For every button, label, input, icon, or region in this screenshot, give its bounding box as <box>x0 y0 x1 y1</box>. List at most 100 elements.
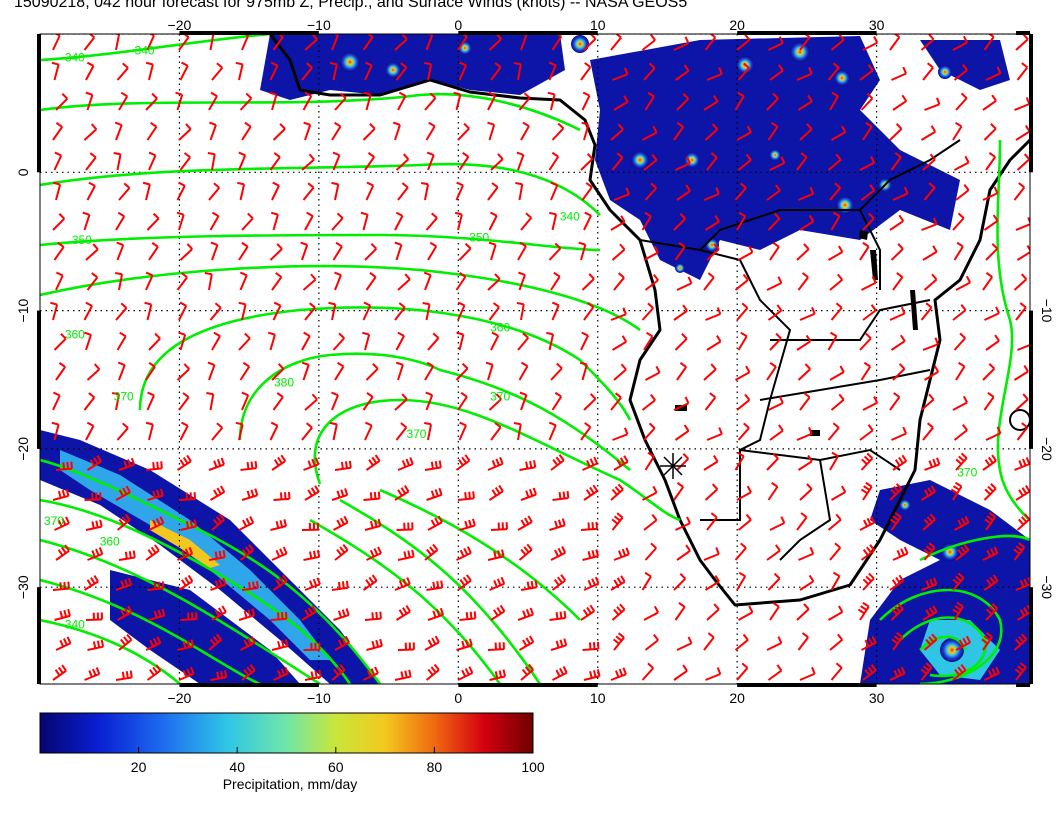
wind-barb <box>703 455 719 471</box>
wind-barb <box>550 181 559 201</box>
wind-barb <box>611 152 624 171</box>
wind-barb <box>115 485 131 501</box>
precip-cell <box>385 62 401 78</box>
contour-line <box>40 162 601 216</box>
wind-barb <box>892 186 909 201</box>
wind-barb <box>54 608 71 621</box>
wind-barb <box>179 421 189 441</box>
contour-label: 350 <box>72 233 92 247</box>
wind-barb <box>271 454 287 471</box>
wind-barb <box>425 34 434 51</box>
wind-barb <box>952 664 967 681</box>
wind-barb <box>796 603 810 621</box>
wind-barb <box>178 123 192 141</box>
wind-barb <box>920 485 937 501</box>
wind-barb <box>985 426 1002 441</box>
precip-cell <box>675 263 685 273</box>
left-axis-label: −30 <box>15 575 31 599</box>
wind-barb <box>641 34 656 51</box>
wind-barb <box>241 580 259 591</box>
wind-barb <box>53 333 67 351</box>
wind-barb <box>455 454 471 471</box>
wind-barb <box>118 182 131 201</box>
wind-barb <box>516 151 525 171</box>
wind-barb <box>583 484 599 501</box>
wind-barb <box>952 395 969 411</box>
wind-barb <box>148 608 166 621</box>
wind-barb <box>178 34 190 51</box>
wind-barb <box>488 302 500 321</box>
wind-barb <box>118 550 136 561</box>
wind-barb <box>890 152 902 171</box>
precip-cell <box>899 499 911 511</box>
wind-barb <box>362 574 378 591</box>
wind-barb <box>736 393 751 411</box>
wind-barb <box>738 605 754 621</box>
wind-barb <box>703 547 720 561</box>
precip-south-atlantic-patches <box>110 570 300 684</box>
wind-barb <box>862 396 879 411</box>
wind-barb <box>859 64 874 81</box>
wind-barb <box>211 513 226 531</box>
wind-barb <box>1016 605 1030 621</box>
contour-line <box>40 618 181 684</box>
contour-line <box>40 578 261 684</box>
wind-barb <box>859 156 876 171</box>
wind-barb <box>490 331 500 351</box>
wind-barb <box>50 301 59 321</box>
wind-barb <box>766 636 783 651</box>
top-axis-label: 10 <box>590 17 606 33</box>
contour-line <box>40 233 601 252</box>
precip-east-africa <box>920 40 1010 90</box>
wind-barb <box>799 574 815 591</box>
wind-barb <box>796 152 808 171</box>
wind-barb <box>207 152 216 171</box>
wind-barb <box>459 518 476 531</box>
wind-barb <box>552 490 570 501</box>
wind-barb <box>892 94 908 111</box>
wind-barb <box>331 34 339 51</box>
precip-cell <box>938 65 952 79</box>
wind-barb <box>704 575 720 591</box>
wind-barb <box>1016 62 1029 81</box>
wind-barb <box>799 306 816 321</box>
wind-barb <box>241 391 250 411</box>
wind-barb <box>767 664 783 681</box>
wind-barb <box>1013 365 1029 381</box>
wind-barb <box>426 580 444 591</box>
wind-barb <box>364 61 373 81</box>
wind-barb <box>674 424 690 441</box>
wind-barb <box>736 662 749 681</box>
wind-barb <box>889 512 902 531</box>
wind-barb <box>642 485 658 501</box>
wind-barb <box>332 151 341 171</box>
wind-barb <box>241 212 254 231</box>
wind-barb <box>489 669 507 681</box>
wind-barb <box>953 64 968 81</box>
wind-barb <box>364 243 378 261</box>
wind-barb <box>830 485 847 501</box>
wind-barb <box>241 664 256 681</box>
wind-barb <box>611 335 628 351</box>
wind-barb <box>830 125 847 141</box>
wind-barb <box>394 393 408 411</box>
wind-barb <box>552 666 568 681</box>
wind-barb <box>518 635 535 651</box>
wind-barb <box>550 546 567 561</box>
wind-barb <box>394 34 408 51</box>
wind-barb <box>797 632 809 651</box>
wind-barb <box>331 664 346 681</box>
wind-barb <box>301 331 311 351</box>
wind-barb <box>583 576 600 591</box>
wind-barb <box>644 451 655 471</box>
contour-line <box>40 498 352 684</box>
wind-barb <box>363 666 379 681</box>
wind-barb <box>983 483 997 501</box>
wind-barb <box>737 153 752 171</box>
wind-barb <box>983 123 997 141</box>
wind-barb <box>142 181 151 201</box>
wind-barb <box>397 549 415 561</box>
wind-barb <box>736 571 747 591</box>
wind-barb <box>769 516 786 531</box>
